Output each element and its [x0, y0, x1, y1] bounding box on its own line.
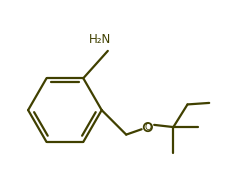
Text: O: O [144, 123, 151, 131]
Text: H₂N: H₂N [89, 33, 111, 46]
